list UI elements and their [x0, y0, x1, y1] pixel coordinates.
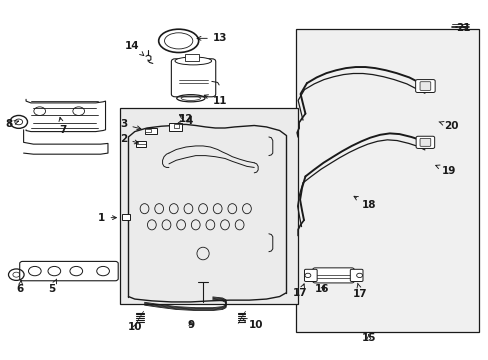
Text: 11: 11 — [204, 95, 227, 106]
FancyBboxPatch shape — [349, 269, 362, 282]
Text: 10: 10 — [127, 322, 142, 332]
Text: 18: 18 — [353, 196, 375, 210]
Text: 14: 14 — [125, 41, 143, 56]
FancyBboxPatch shape — [419, 82, 430, 90]
Bar — [136, 140, 146, 147]
Bar — [295, 30, 478, 332]
Text: 2: 2 — [120, 134, 138, 144]
Text: 20: 20 — [438, 121, 458, 131]
Bar — [120, 108, 298, 304]
FancyBboxPatch shape — [20, 261, 118, 281]
FancyBboxPatch shape — [304, 269, 317, 282]
Bar — [145, 129, 151, 132]
Text: 1: 1 — [98, 213, 116, 222]
Text: 19: 19 — [435, 165, 455, 176]
Text: 21: 21 — [456, 23, 470, 33]
FancyBboxPatch shape — [415, 136, 434, 148]
Text: 6: 6 — [17, 281, 24, 294]
Text: 15: 15 — [361, 333, 375, 343]
Text: 7: 7 — [59, 117, 66, 135]
FancyBboxPatch shape — [171, 59, 215, 97]
Bar — [122, 215, 130, 220]
Bar — [173, 125, 178, 128]
Text: 16: 16 — [315, 284, 329, 294]
Text: 9: 9 — [187, 320, 194, 330]
Text: 5: 5 — [48, 279, 57, 294]
Text: 17: 17 — [352, 283, 367, 299]
FancyBboxPatch shape — [419, 138, 430, 146]
Text: 3: 3 — [120, 120, 141, 130]
Bar — [145, 128, 157, 134]
Text: 10: 10 — [243, 319, 263, 330]
Text: 4: 4 — [177, 116, 193, 126]
Ellipse shape — [175, 57, 211, 65]
Bar — [168, 123, 181, 131]
FancyBboxPatch shape — [312, 268, 353, 283]
Bar — [184, 54, 198, 61]
Text: 12: 12 — [178, 114, 193, 124]
Text: 17: 17 — [293, 284, 307, 298]
FancyBboxPatch shape — [415, 80, 434, 93]
Text: 13: 13 — [197, 33, 227, 43]
Text: 8: 8 — [6, 120, 19, 129]
